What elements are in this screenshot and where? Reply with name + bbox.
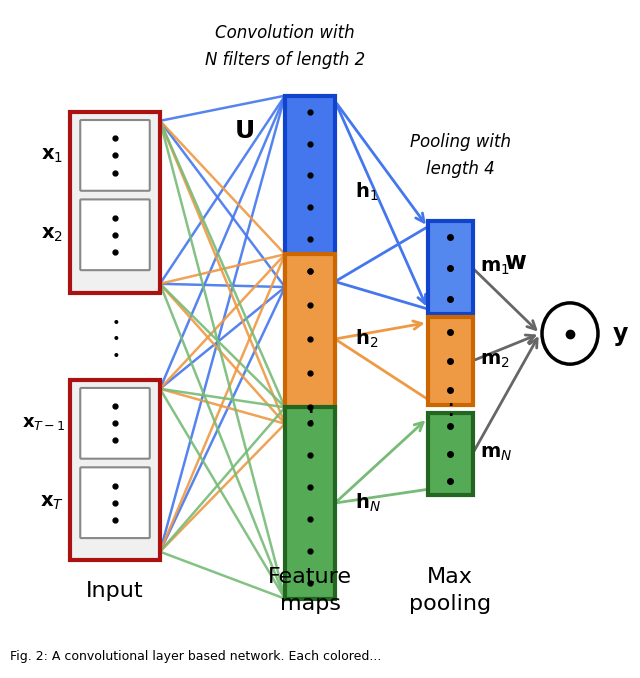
Bar [428,317,472,405]
FancyBboxPatch shape [80,467,150,538]
Text: Feature
maps: Feature maps [268,567,352,614]
Text: :: : [306,403,314,428]
FancyBboxPatch shape [80,199,150,270]
Bar [285,407,335,599]
Text: length 4: length 4 [426,161,494,178]
FancyBboxPatch shape [80,120,150,191]
Text: $\mathbf{h}_1$: $\mathbf{h}_1$ [355,180,378,203]
Bar [70,112,160,292]
Text: $\mathbf{m}_1$: $\mathbf{m}_1$ [481,258,510,277]
Text: $\mathbf{x}_T$: $\mathbf{x}_T$ [40,493,64,512]
Bar [428,222,472,315]
Text: $\mathbf{m}_2$: $\mathbf{m}_2$ [481,351,510,370]
Text: Convolution with: Convolution with [215,24,355,42]
Circle shape [542,303,598,364]
FancyBboxPatch shape [80,388,150,459]
Text: $\mathbf{h}_2$: $\mathbf{h}_2$ [355,328,378,350]
Text: y: y [612,321,628,346]
Text: $\bullet$: $\bullet$ [111,346,119,359]
Text: Input: Input [86,580,144,601]
Text: :: : [446,397,454,421]
Text: $\mathbf{x}_1$: $\mathbf{x}_1$ [41,146,63,165]
Text: $\mathbf{x}_{T-1}$: $\mathbf{x}_{T-1}$ [22,414,66,433]
Bar [428,413,472,495]
Text: U: U [235,119,255,143]
Text: $\mathbf{x}_2$: $\mathbf{x}_2$ [41,225,63,244]
Text: $\bullet$: $\bullet$ [111,313,119,327]
Text: w: w [504,250,526,275]
Bar [285,96,335,287]
Text: $\mathbf{m}_N$: $\mathbf{m}_N$ [481,444,513,463]
Text: Max
pooling: Max pooling [409,567,491,614]
Text: N filters of length 2: N filters of length 2 [205,51,365,69]
Text: Pooling with: Pooling with [410,133,511,151]
Text: $\mathbf{h}_N$: $\mathbf{h}_N$ [355,492,381,514]
Bar [70,380,160,561]
Text: Fig. 2: A convolutional layer based network. Each colored...: Fig. 2: A convolutional layer based netw… [10,650,381,662]
Bar [285,254,335,424]
Text: $\bullet$: $\bullet$ [111,330,119,343]
